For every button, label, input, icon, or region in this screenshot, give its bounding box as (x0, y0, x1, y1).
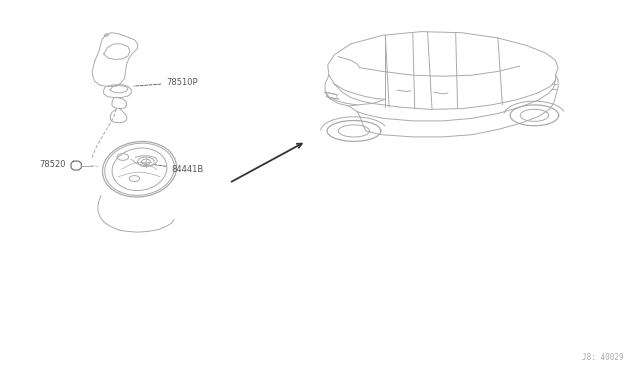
Text: J8: 40029: J8: 40029 (582, 353, 624, 362)
Text: 84441B: 84441B (155, 165, 204, 174)
Text: 78520: 78520 (40, 160, 66, 169)
Text: 78510P: 78510P (134, 78, 198, 87)
